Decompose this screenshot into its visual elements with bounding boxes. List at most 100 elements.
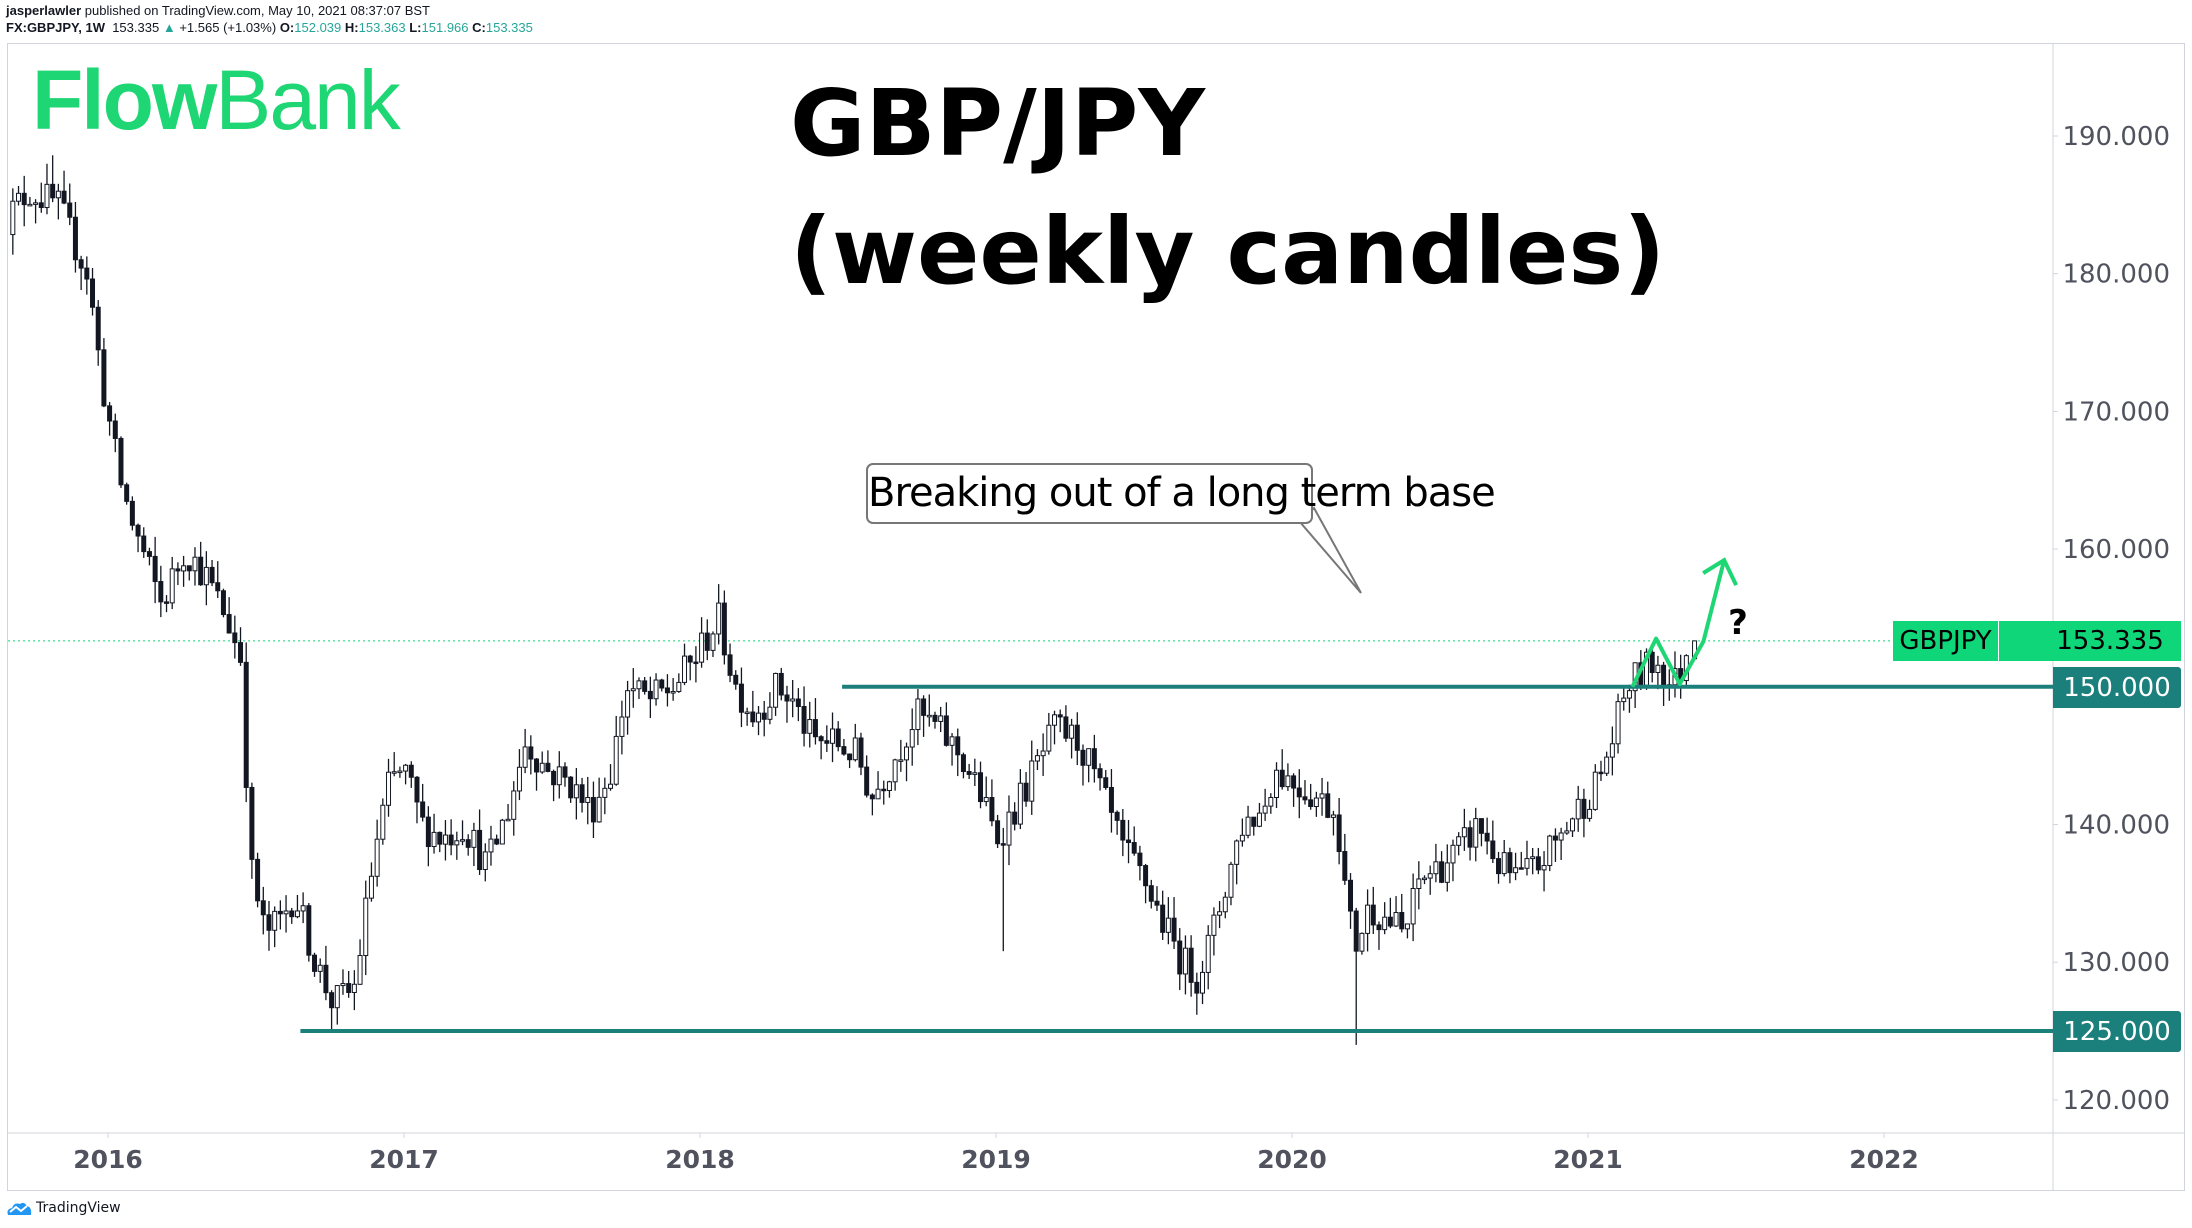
candle [1279, 749, 1285, 790]
candle-body-up [357, 955, 363, 985]
candle-body-down [733, 674, 739, 685]
candle-body-down [1057, 714, 1063, 718]
candle [1496, 851, 1502, 884]
candle [346, 970, 352, 998]
candle-body-down [590, 797, 596, 823]
candle [203, 551, 209, 606]
candle [909, 708, 915, 766]
candle-body-up [1052, 714, 1058, 726]
candle [841, 738, 847, 756]
candle [408, 761, 414, 788]
candle-body-up [699, 632, 705, 663]
x-tick-label: 2021 [1553, 1145, 1623, 1174]
candle [1148, 879, 1154, 909]
author[interactable]: jasperlawler [6, 3, 82, 18]
candle-body-down [21, 192, 27, 206]
candle [471, 822, 477, 867]
candle-body-up [539, 762, 545, 773]
candle [1120, 808, 1126, 857]
candle-body-up [1461, 827, 1467, 838]
candle [323, 945, 329, 1001]
candle [795, 688, 801, 722]
candle [1103, 769, 1109, 790]
candle-body-up [670, 691, 676, 694]
candle-body-down [881, 788, 887, 792]
candle [272, 906, 278, 948]
candle [875, 771, 881, 800]
candle-body-up [1069, 724, 1075, 739]
candle-body-up [44, 183, 50, 209]
chart-title-line2: (weekly candles) [790, 198, 1666, 305]
candle-body-up [1427, 873, 1433, 879]
candle-body-up [1626, 690, 1632, 699]
candle-body-up [710, 633, 716, 651]
candle [312, 952, 318, 977]
candle [511, 781, 517, 836]
candle-body-down [1114, 811, 1120, 821]
candle-body-down [101, 349, 107, 407]
candle [1086, 748, 1092, 783]
candle-body-down [551, 770, 557, 786]
candle-body-down [801, 706, 807, 734]
candle-body-up [431, 831, 437, 848]
candle-body-up [1416, 878, 1422, 890]
candle [898, 739, 904, 772]
candle [989, 779, 995, 827]
candle-body-down [1353, 910, 1359, 952]
candle-body-up [744, 711, 750, 715]
candle-body-up [482, 851, 488, 871]
level-label-150: 150.000 [2053, 667, 2181, 708]
symbol-interval[interactable]: FX:GBPJPY, 1W [6, 20, 105, 35]
tradingview-brand[interactable]: TradingView [6, 1200, 121, 1216]
candle-body-down [124, 484, 130, 502]
candle-body-down [232, 632, 238, 644]
candle [1524, 840, 1530, 876]
candle [1308, 783, 1314, 810]
candle [886, 780, 892, 798]
candle-body-down [750, 711, 756, 723]
candle-body-down [1171, 917, 1177, 942]
candle [1319, 777, 1325, 816]
candle-body-up [460, 839, 466, 842]
candle [1108, 769, 1114, 833]
candle-body-down [1348, 879, 1354, 912]
candle-body-down [186, 565, 192, 572]
candle [1626, 684, 1632, 713]
candle [283, 895, 289, 933]
candle [403, 763, 409, 785]
candle-body-up [1621, 697, 1627, 703]
candle-body-up [1570, 818, 1576, 832]
candle [625, 680, 631, 735]
candle [1376, 921, 1382, 950]
candle-body-down [465, 839, 471, 848]
candle-body-down [90, 278, 96, 308]
candle-body-down [1376, 924, 1382, 931]
candle [112, 413, 118, 453]
candle-body-down [118, 437, 124, 486]
candle-body-up [915, 698, 921, 731]
candle [1097, 763, 1103, 791]
candle-body-down [1194, 981, 1200, 994]
candle-body-up [488, 838, 494, 853]
candle-body-down [198, 556, 204, 586]
candle [1262, 788, 1268, 821]
candle-body-down [738, 683, 744, 713]
candle [516, 749, 522, 801]
candle [505, 804, 511, 822]
candle [255, 852, 261, 908]
candle-body-up [380, 804, 386, 840]
candle [1143, 863, 1149, 904]
candle [847, 753, 853, 769]
candle [1205, 925, 1211, 990]
candle-body-down [847, 753, 853, 761]
candle-body-up [1410, 888, 1416, 925]
candle-body-down [255, 858, 261, 902]
candle [1222, 891, 1228, 919]
candle [1291, 773, 1297, 807]
candle [812, 698, 818, 745]
candle-body-down [1154, 900, 1160, 906]
y-tick-label: 120.000 [2062, 1086, 2170, 1116]
callout-annotation[interactable]: Breaking out of a long term base [866, 463, 1496, 524]
candle [164, 595, 170, 613]
